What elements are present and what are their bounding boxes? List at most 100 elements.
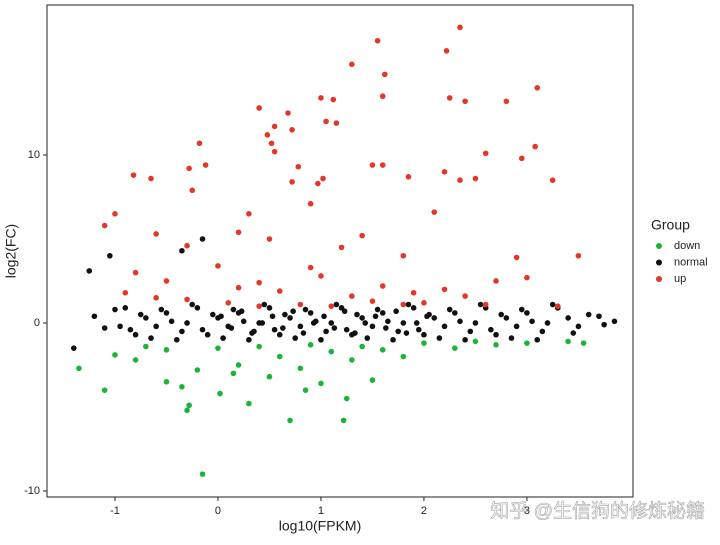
point xyxy=(611,318,618,325)
point xyxy=(424,313,430,320)
point xyxy=(441,286,448,293)
point xyxy=(204,331,211,338)
point xyxy=(289,127,295,133)
point xyxy=(186,402,192,409)
point xyxy=(323,328,329,335)
point xyxy=(532,143,538,150)
point xyxy=(400,301,407,308)
point xyxy=(122,305,129,311)
point xyxy=(318,336,324,343)
point xyxy=(482,150,489,157)
point xyxy=(323,118,329,125)
point xyxy=(544,320,551,326)
point xyxy=(101,387,108,393)
point xyxy=(472,175,479,182)
point xyxy=(488,326,494,333)
point xyxy=(179,328,185,335)
legend-label: up xyxy=(674,273,686,285)
point xyxy=(374,306,381,313)
point xyxy=(549,301,556,308)
point xyxy=(297,301,304,308)
point xyxy=(415,326,422,333)
point xyxy=(184,242,190,249)
point xyxy=(186,165,192,172)
point xyxy=(143,343,149,350)
point xyxy=(228,325,235,331)
point xyxy=(318,380,324,387)
point xyxy=(508,335,515,341)
point xyxy=(503,315,510,321)
legend-marker xyxy=(656,243,662,249)
point xyxy=(369,323,376,330)
point xyxy=(421,300,427,306)
legend-title: Group xyxy=(651,217,690,233)
point xyxy=(405,301,412,308)
point xyxy=(436,335,443,341)
point xyxy=(395,328,401,335)
point xyxy=(328,303,335,309)
point xyxy=(189,187,196,194)
point xyxy=(289,179,295,185)
point xyxy=(596,313,602,320)
point xyxy=(70,345,77,351)
point xyxy=(585,311,592,318)
point xyxy=(580,340,587,346)
point xyxy=(379,347,386,353)
point xyxy=(379,283,386,289)
point xyxy=(352,330,358,336)
point xyxy=(307,342,314,348)
point xyxy=(372,313,379,320)
point xyxy=(101,325,108,331)
point xyxy=(163,347,170,353)
point xyxy=(153,323,159,330)
point xyxy=(127,326,134,333)
point xyxy=(446,306,453,313)
point xyxy=(328,320,335,326)
point xyxy=(524,340,530,346)
point xyxy=(101,222,108,229)
point xyxy=(302,387,309,393)
point xyxy=(266,305,273,311)
point xyxy=(184,296,190,303)
point xyxy=(280,325,286,331)
point xyxy=(287,417,293,424)
point xyxy=(503,98,510,105)
point xyxy=(410,305,417,311)
point xyxy=(132,269,139,276)
point xyxy=(230,306,237,313)
point xyxy=(524,310,530,316)
point xyxy=(112,306,118,313)
legend-marker xyxy=(656,276,662,282)
point xyxy=(137,311,144,318)
point xyxy=(194,367,201,373)
point xyxy=(199,471,206,477)
point xyxy=(199,326,206,333)
point xyxy=(112,210,118,217)
point xyxy=(457,318,463,325)
point xyxy=(524,274,530,281)
point xyxy=(276,331,283,338)
point xyxy=(163,310,170,316)
point xyxy=(148,175,154,182)
point xyxy=(575,323,582,330)
point xyxy=(385,318,391,325)
point xyxy=(318,95,324,101)
point xyxy=(184,320,190,326)
point xyxy=(565,338,571,345)
point xyxy=(132,357,139,363)
point xyxy=(246,210,252,217)
point xyxy=(446,95,453,101)
point xyxy=(168,318,175,325)
point xyxy=(246,336,252,343)
point xyxy=(287,315,293,321)
point xyxy=(400,320,407,326)
point xyxy=(196,140,203,147)
point xyxy=(421,331,427,338)
point xyxy=(341,308,348,315)
point xyxy=(565,315,571,321)
x-tick-label: 0 xyxy=(215,505,221,517)
x-tick-label: -1 xyxy=(110,505,120,517)
point xyxy=(340,417,347,424)
point xyxy=(163,378,170,385)
point xyxy=(163,278,170,284)
